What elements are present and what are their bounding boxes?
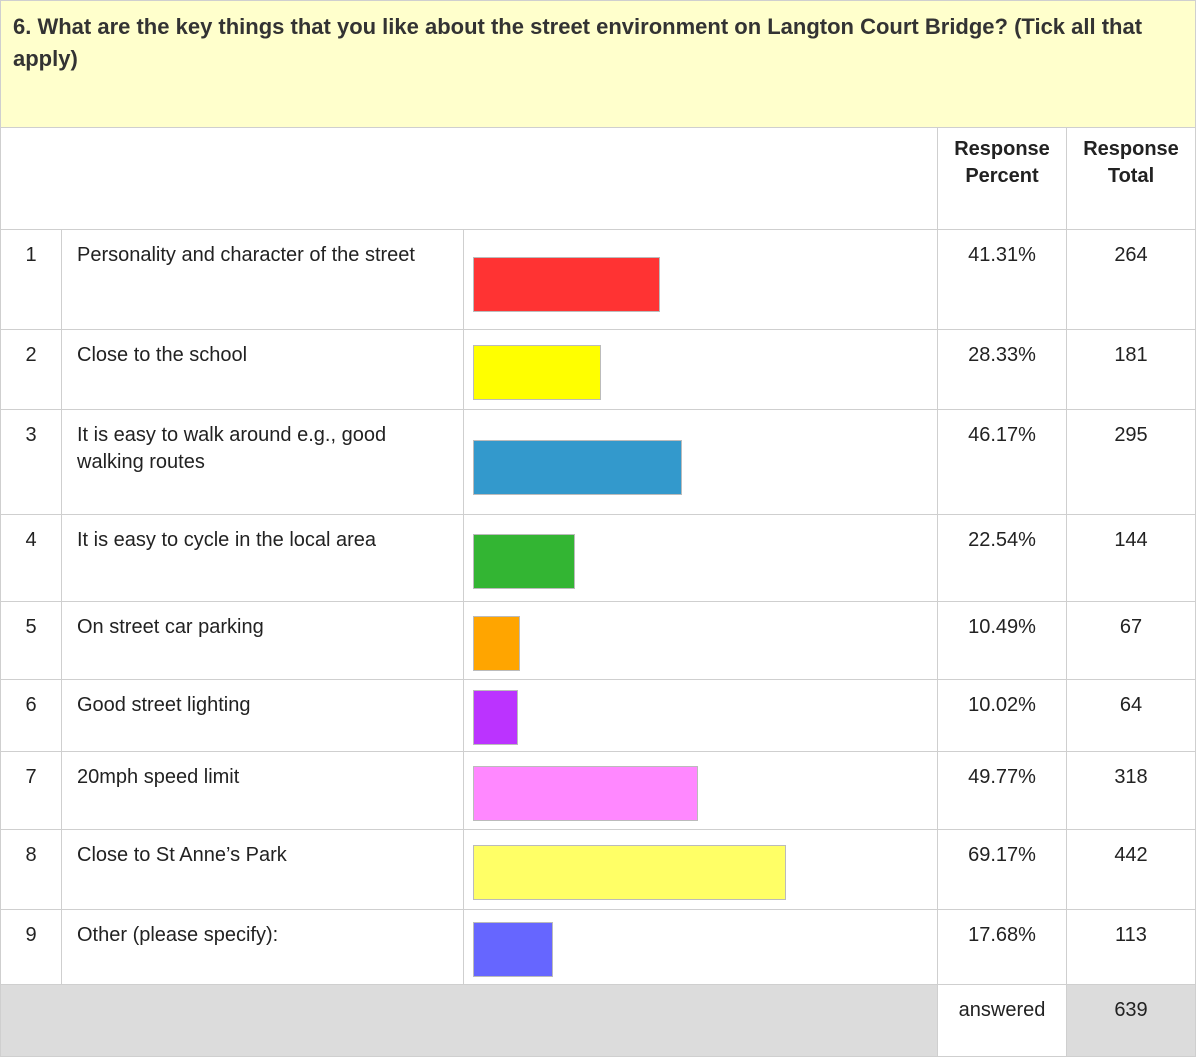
row-number: 7 — [0, 752, 62, 830]
answered-total: 639 — [1067, 985, 1196, 1057]
option-label: It is easy to walk around e.g., good wal… — [62, 410, 464, 515]
bar — [473, 922, 553, 977]
option-label: It is easy to cycle in the local area — [62, 515, 464, 602]
response-percent: 46.17% — [938, 410, 1067, 515]
response-total: 67 — [1067, 602, 1196, 680]
option-label: Close to the school — [62, 330, 464, 410]
response-percent: 28.33% — [938, 330, 1067, 410]
bar — [473, 257, 660, 312]
bar — [473, 440, 682, 495]
response-total: 64 — [1067, 680, 1196, 752]
response-percent: 10.02% — [938, 680, 1067, 752]
response-total: 181 — [1067, 330, 1196, 410]
option-label: Good street lighting — [62, 680, 464, 752]
bar — [473, 616, 521, 671]
response-total: 264 — [1067, 230, 1196, 330]
bar-cell — [464, 515, 938, 602]
response-total: 442 — [1067, 830, 1196, 910]
header-percent: Response Percent — [938, 128, 1067, 230]
response-percent: 22.54% — [938, 515, 1067, 602]
bar — [473, 845, 786, 900]
bar-cell — [464, 330, 938, 410]
response-total: 144 — [1067, 515, 1196, 602]
bar — [473, 345, 602, 400]
response-percent: 17.68% — [938, 910, 1067, 985]
response-percent: 69.17% — [938, 830, 1067, 910]
row-number: 5 — [0, 602, 62, 680]
option-label: On street car parking — [62, 602, 464, 680]
bar-cell — [464, 830, 938, 910]
footer-blank — [0, 985, 938, 1057]
response-total: 113 — [1067, 910, 1196, 985]
bar-cell — [464, 602, 938, 680]
option-label: Other (please specify): — [62, 910, 464, 985]
option-label: Close to St Anne’s Park — [62, 830, 464, 910]
option-label: 20mph speed limit — [62, 752, 464, 830]
response-percent: 10.49% — [938, 602, 1067, 680]
row-number: 6 — [0, 680, 62, 752]
bar-cell — [464, 752, 938, 830]
answered-label: answered — [938, 985, 1067, 1057]
row-number: 4 — [0, 515, 62, 602]
bar — [473, 534, 575, 589]
bar-cell — [464, 910, 938, 985]
response-total: 295 — [1067, 410, 1196, 515]
bar — [473, 766, 698, 821]
response-percent: 49.77% — [938, 752, 1067, 830]
bar-cell — [464, 230, 938, 330]
bar-cell — [464, 410, 938, 515]
header-total: Response Total — [1067, 128, 1196, 230]
header-blank — [0, 128, 938, 230]
row-number: 2 — [0, 330, 62, 410]
response-total: 318 — [1067, 752, 1196, 830]
response-percent: 41.31% — [938, 230, 1067, 330]
row-number: 1 — [0, 230, 62, 330]
bar — [473, 690, 519, 745]
bar-cell — [464, 680, 938, 752]
question-title: 6. What are the key things that you like… — [0, 0, 1196, 128]
row-number: 9 — [0, 910, 62, 985]
option-label: Personality and character of the street — [62, 230, 464, 330]
row-number: 3 — [0, 410, 62, 515]
row-number: 8 — [0, 830, 62, 910]
